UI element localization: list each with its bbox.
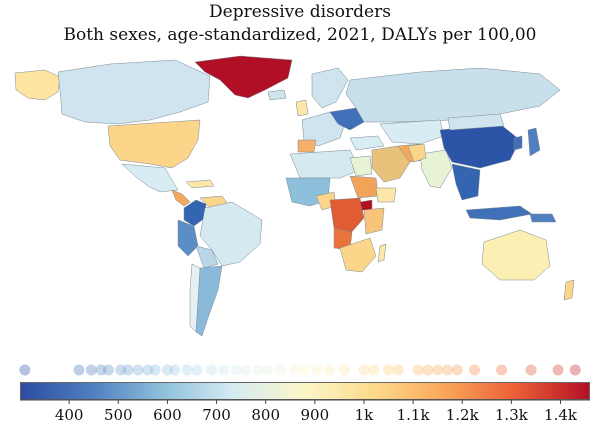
colorbar-tick-label: 1k	[355, 406, 375, 424]
region-iceland[interactable]	[267, 89, 287, 101]
region-mexico[interactable]	[121, 163, 179, 193]
region-caribbean[interactable]	[185, 179, 215, 189]
country-value-dot[interactable]	[469, 364, 481, 376]
country-value-dot[interactable]	[338, 364, 350, 376]
region-papua[interactable]	[529, 213, 557, 223]
region-japan[interactable]	[527, 127, 541, 157]
colorbar-tick-label: 800	[251, 406, 280, 424]
region-australia[interactable]	[481, 229, 551, 281]
country-value-dot[interactable]	[181, 364, 193, 376]
colorbar-tick-label: 1.2k	[446, 406, 480, 424]
region-bolivia[interactable]	[195, 245, 219, 269]
country-value-dot[interactable]	[218, 364, 230, 376]
country-value-dot[interactable]	[169, 364, 181, 376]
country-value-dot[interactable]	[311, 364, 323, 376]
country-value-dot[interactable]	[102, 364, 114, 376]
region-central-africa[interactable]	[329, 197, 365, 235]
region-korea[interactable]	[513, 135, 523, 151]
country-value-dot[interactable]	[132, 364, 144, 376]
region-greenland[interactable]	[194, 55, 293, 99]
country-value-dot[interactable]	[358, 364, 370, 376]
region-chile[interactable]	[189, 263, 201, 333]
region-scandinavia[interactable]	[311, 67, 349, 109]
region-pakistan[interactable]	[407, 143, 427, 163]
region-usa[interactable]	[107, 119, 201, 169]
region-north-africa[interactable]	[289, 149, 361, 179]
country-value-dot[interactable]	[230, 364, 242, 376]
chart-title: Depressive disorders	[209, 2, 391, 22]
country-value-dot[interactable]	[142, 364, 154, 376]
country-value-dot[interactable]	[149, 364, 161, 376]
country-value-dot[interactable]	[496, 364, 508, 376]
country-value-dot[interactable]	[122, 364, 134, 376]
country-value-dot[interactable]	[115, 364, 127, 376]
country-value-dot[interactable]	[412, 364, 424, 376]
country-value-dot[interactable]	[73, 364, 85, 376]
country-value-dot[interactable]	[85, 364, 97, 376]
region-new-zealand[interactable]	[563, 279, 575, 301]
country-value-dot[interactable]	[161, 364, 173, 376]
country-value-dot[interactable]	[274, 364, 286, 376]
country-value-dot[interactable]	[451, 364, 463, 376]
country-value-dot[interactable]	[552, 364, 564, 376]
country-value-dot[interactable]	[240, 364, 252, 376]
country-value-dot[interactable]	[289, 364, 301, 376]
chart-subtitle: Both sexes, age-standardized, 2021, DALY…	[63, 25, 537, 45]
region-uk[interactable]	[295, 99, 309, 117]
region-central-america[interactable]	[171, 189, 191, 207]
region-sudan[interactable]	[349, 175, 379, 199]
country-value-dot[interactable]	[368, 364, 380, 376]
colorbar-tick-label: 900	[301, 406, 330, 424]
region-uganda[interactable]	[359, 199, 373, 211]
colorbar-tick-label: 1.3k	[495, 406, 529, 424]
country-value-dot[interactable]	[432, 364, 444, 376]
colorbar-tick-label: 1.4k	[544, 406, 578, 424]
region-southeast-asia[interactable]	[451, 163, 481, 201]
region-indonesia[interactable]	[465, 205, 533, 221]
country-value-dot[interactable]	[442, 364, 453, 376]
country-value-dot[interactable]	[262, 364, 274, 376]
region-china[interactable]	[439, 123, 521, 169]
country-value-dot[interactable]	[252, 364, 264, 376]
region-peru[interactable]	[177, 219, 199, 257]
region-egypt[interactable]	[349, 155, 373, 177]
country-value-dot[interactable]	[299, 364, 311, 376]
country-value-dot[interactable]	[422, 364, 434, 376]
colorbar-tick-label: 500	[104, 406, 133, 424]
region-east-africa[interactable]	[363, 207, 385, 235]
region-central-asia[interactable]	[379, 119, 445, 145]
country-value-dot[interactable]	[19, 364, 31, 376]
country-value-dot[interactable]	[569, 364, 581, 376]
region-russia[interactable]	[345, 67, 561, 123]
region-alaska[interactable]	[14, 69, 61, 101]
colorbar-axis: 400 500 600 700 800 900 1k 1.1k 1.2k 1.3k 1.4k	[20, 399, 590, 424]
colorbar-tick-label: 1.1k	[397, 406, 431, 424]
region-ethiopia[interactable]	[375, 187, 397, 203]
region-turkey[interactable]	[349, 135, 385, 151]
region-argentina[interactable]	[195, 265, 223, 337]
colorbar-tick-label: 400	[55, 406, 84, 424]
region-mongolia[interactable]	[447, 113, 505, 131]
region-eastern-europe[interactable]	[329, 107, 365, 131]
colorbar-tick-label: 600	[153, 406, 182, 424]
region-southern-africa[interactable]	[339, 237, 377, 273]
region-iberia[interactable]	[297, 139, 317, 153]
region-brazil[interactable]	[199, 201, 263, 267]
country-value-dot[interactable]	[191, 364, 203, 376]
region-canada[interactable]	[57, 59, 211, 125]
country-value-dot[interactable]	[392, 364, 404, 376]
country-value-dot[interactable]	[206, 364, 218, 376]
world-map	[14, 55, 575, 337]
colorbar-tick-label: 700	[202, 406, 231, 424]
country-value-dot[interactable]	[95, 364, 107, 376]
region-madagascar[interactable]	[377, 243, 387, 263]
country-value-dot[interactable]	[324, 364, 336, 376]
country-value-dot[interactable]	[383, 364, 395, 376]
country-value-dots	[19, 364, 581, 376]
country-value-dot[interactable]	[525, 364, 537, 376]
